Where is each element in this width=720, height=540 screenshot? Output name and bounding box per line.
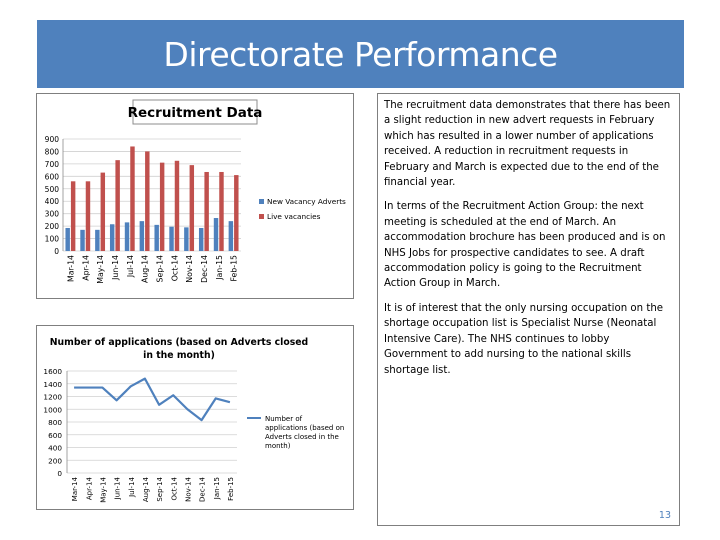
x-tick-label: Oct-14 xyxy=(170,255,179,281)
y-tick-label: 0 xyxy=(54,247,59,256)
y-tick-label: 900 xyxy=(45,135,60,144)
bar-live-vacancies xyxy=(130,146,135,251)
bar-new-vacancy-adverts xyxy=(169,226,174,251)
legend-swatch xyxy=(259,199,264,204)
slide-title: Directorate Performance xyxy=(163,34,558,74)
x-tick-label: Oct-14 xyxy=(170,476,178,500)
bar-live-vacancies xyxy=(159,162,165,251)
y-tick-label: 0 xyxy=(57,469,62,478)
chart-title-line-2: in the month) xyxy=(143,350,215,361)
x-tick-label: Nov-14 xyxy=(185,255,194,283)
chart-title: Recruitment Data xyxy=(128,105,263,121)
legend-label: Live vacancies xyxy=(267,212,321,221)
bar-live-vacancies xyxy=(115,160,120,251)
x-tick-label: Jun-14 xyxy=(114,476,122,500)
legend-swatch xyxy=(259,214,264,219)
x-tick-label: Feb-15 xyxy=(230,255,239,282)
y-tick-label: 700 xyxy=(45,160,60,169)
paragraph-shortage-list: It is of interest that the only nursing … xyxy=(384,302,664,376)
slide-title-bar: Directorate Performance xyxy=(37,20,684,88)
y-tick-label: 200 xyxy=(48,456,62,465)
recruitment-chart-panel: Recruitment Data 0 100 200 300 400 500 600 700 80… xyxy=(36,93,354,299)
paragraph-action-group: In terms of the Recruitment Action Group… xyxy=(384,201,666,290)
y-tick-label: 1600 xyxy=(43,367,62,376)
x-tick-label: Apr-14 xyxy=(85,476,93,500)
x-tick-label: May-14 xyxy=(96,255,105,284)
bar-live-vacancies xyxy=(145,151,150,251)
x-tick-label: Jul-14 xyxy=(128,476,136,497)
bar-live-vacancies xyxy=(70,181,76,251)
bar-new-vacancy-adverts xyxy=(154,224,159,251)
x-tick-label: Jun-14 xyxy=(111,255,120,281)
page-number: 13 xyxy=(658,510,671,521)
y-tick-label: 800 xyxy=(48,418,62,427)
applications-line-chart: Number of applications (based on Adverts… xyxy=(43,337,344,503)
chart-title-line-1: Number of applications (based on Adverts… xyxy=(50,337,308,348)
x-tick-label: Sep-14 xyxy=(156,476,164,501)
bar-new-vacancy-adverts xyxy=(109,224,115,251)
x-tick-label: Feb-15 xyxy=(227,477,235,501)
y-tick-label: 400 xyxy=(48,444,62,453)
y-tick-label: 500 xyxy=(45,185,60,194)
bar-new-vacancy-adverts xyxy=(124,222,130,251)
commentary-panel: The recruitment data demonstrates that t… xyxy=(377,93,680,526)
bar-new-vacancy-adverts xyxy=(213,218,219,251)
x-tick-label: Mar-14 xyxy=(66,255,75,282)
x-tick-label: Mar-14 xyxy=(71,476,79,501)
legend-label: New Vacancy Adverts xyxy=(267,197,346,206)
bar-live-vacancies xyxy=(189,165,195,251)
bar-new-vacancy-adverts xyxy=(65,227,70,251)
bar-new-vacancy-adverts xyxy=(184,227,189,251)
bar-live-vacancies xyxy=(174,160,180,251)
bar-new-vacancy-adverts xyxy=(228,221,234,251)
y-tick-label: 600 xyxy=(48,431,62,440)
y-tick-label: 300 xyxy=(45,210,60,219)
recruitment-bar-chart: Recruitment Data 0 100 200 300 400 500 600 700 80… xyxy=(45,99,346,284)
x-tick-label: Jan-15 xyxy=(213,477,221,500)
bar-new-vacancy-adverts xyxy=(80,229,85,251)
bar-new-vacancy-adverts xyxy=(198,227,204,251)
bar-live-vacancies xyxy=(100,172,106,251)
bar-new-vacancy-adverts xyxy=(139,221,145,251)
bar-new-vacancy-adverts xyxy=(95,229,100,251)
x-tick-label: Jan-15 xyxy=(215,255,224,281)
bar-live-vacancies xyxy=(204,171,209,251)
x-tick-label: Jul-14 xyxy=(126,255,135,278)
y-tick-label: 1000 xyxy=(43,405,62,414)
bar-live-vacancies xyxy=(85,181,91,251)
x-tick-label: Apr-14 xyxy=(81,255,90,281)
x-tick-label: Aug-14 xyxy=(141,255,150,283)
y-tick-label: 1200 xyxy=(43,393,62,402)
y-tick-label: 800 xyxy=(45,147,60,156)
chart-title-box xyxy=(132,99,258,125)
bar-live-vacancies xyxy=(234,175,239,251)
x-tick-label: Dec-14 xyxy=(199,476,207,502)
x-tick-label: May-14 xyxy=(99,476,107,502)
y-tick-label: 600 xyxy=(45,172,60,181)
y-tick-label: 200 xyxy=(45,222,60,231)
x-tick-label: Aug-14 xyxy=(142,476,150,502)
x-tick-label: Sep-14 xyxy=(155,255,164,282)
y-tick-label: 100 xyxy=(45,235,60,244)
legend-label: Number of applications (based on Adverts c… xyxy=(265,415,344,450)
line-series-applications xyxy=(74,377,231,422)
x-tick-label: Nov-14 xyxy=(184,476,192,501)
x-tick-label: Dec-14 xyxy=(200,255,209,283)
applications-chart-panel: Number of applications (based on Adverts… xyxy=(36,325,354,510)
y-tick-label: 400 xyxy=(45,197,60,206)
bar-live-vacancies xyxy=(219,171,224,251)
y-tick-label: 1400 xyxy=(43,380,62,389)
paragraph-recruitment-summary: The recruitment data demonstrates that t… xyxy=(384,100,671,189)
